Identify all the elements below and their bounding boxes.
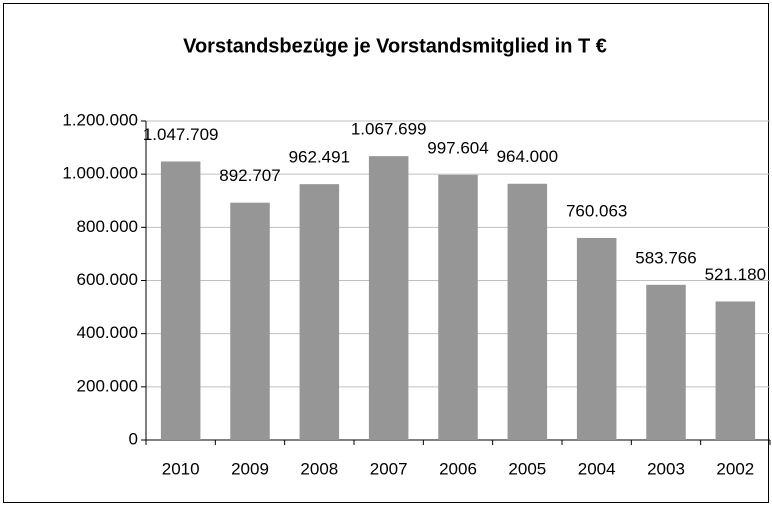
data-label: 760.063	[566, 201, 627, 220]
x-tick-label: 2002	[716, 459, 754, 478]
data-label: 1.067.699	[351, 120, 427, 139]
x-tick-label: 2004	[578, 459, 616, 478]
x-tick-label: 2010	[162, 459, 200, 478]
x-tick-label: 2008	[300, 459, 338, 478]
bar	[368, 156, 409, 440]
data-label: 892.707	[219, 166, 280, 185]
bar	[230, 202, 270, 440]
x-tick-label: 2005	[508, 459, 546, 478]
bar	[646, 284, 686, 440]
data-label: 962.491	[289, 148, 350, 167]
data-label: 1.047.709	[143, 125, 219, 144]
bar	[438, 174, 478, 441]
x-tick-label: 2003	[647, 459, 685, 478]
x-tick-label: 2007	[370, 459, 408, 478]
y-tick-label: 0	[129, 429, 138, 448]
bar	[507, 183, 548, 440]
bar	[160, 161, 201, 441]
y-tick-label: 800.000	[77, 217, 138, 236]
x-tick-label: 2006	[439, 459, 477, 478]
bar	[715, 301, 756, 440]
data-label: 521.180	[705, 265, 766, 284]
data-label: 997.604	[427, 138, 488, 157]
bar	[299, 184, 340, 440]
y-tick-label: 1.000.000	[62, 164, 138, 183]
chart-title: Vorstandsbezüge je Vorstandsmitglied in …	[183, 35, 607, 57]
data-label: 964.000	[497, 147, 558, 166]
x-tick-label: 2009	[231, 459, 269, 478]
bar	[576, 237, 617, 440]
data-label: 583.766	[635, 248, 696, 267]
y-tick-label: 600.000	[77, 270, 138, 289]
y-tick-label: 1.200.000	[62, 110, 138, 129]
y-tick-label: 400.000	[77, 323, 138, 342]
y-tick-label: 200.000	[77, 376, 138, 395]
